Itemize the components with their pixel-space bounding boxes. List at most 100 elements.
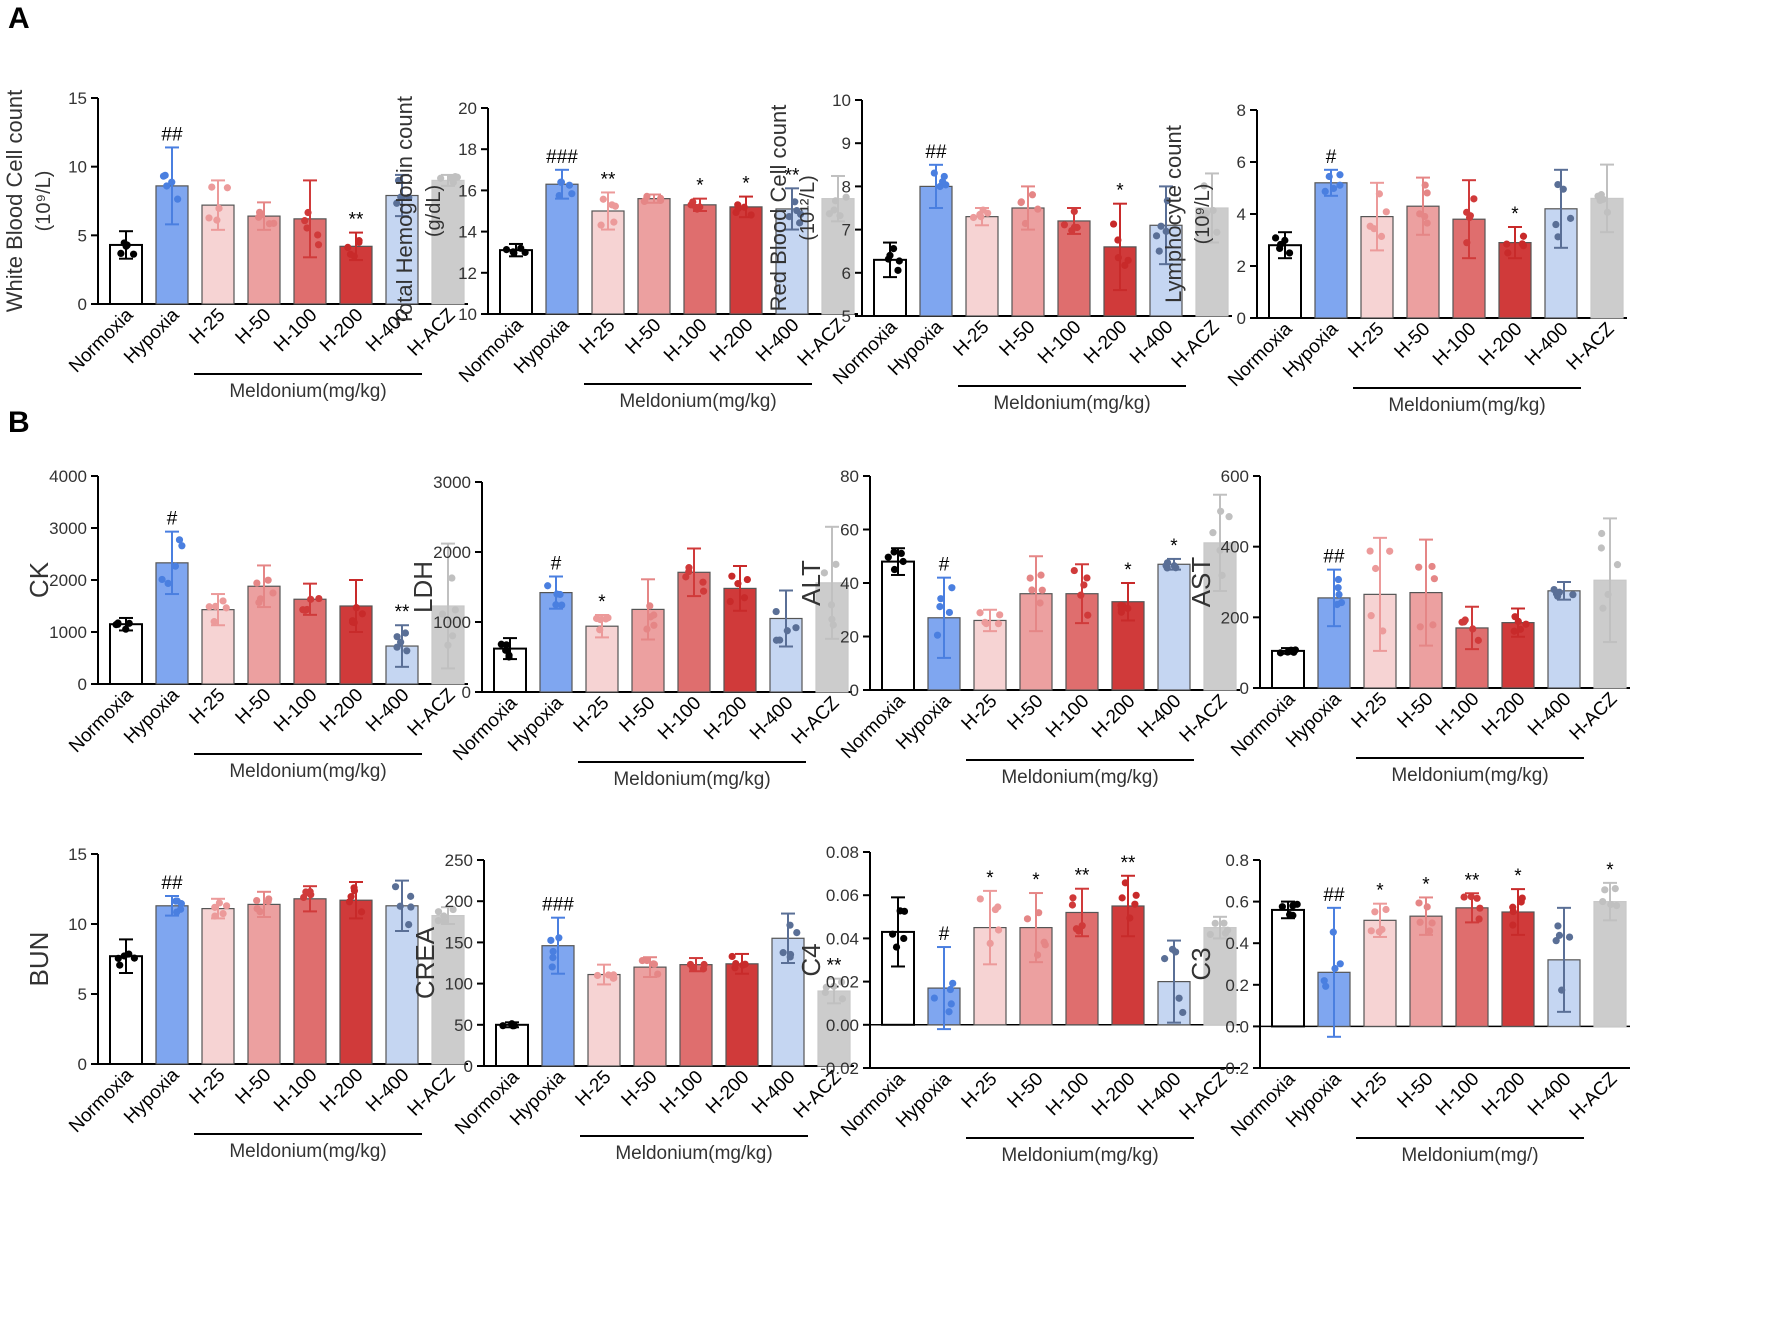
bar-hypoxia	[545, 183, 579, 315]
data-point	[728, 572, 736, 580]
significance-label: #	[167, 509, 178, 530]
x-tick-label: H-25	[1348, 1069, 1392, 1113]
significance-label: *	[742, 174, 750, 195]
data-point	[1509, 921, 1517, 929]
x-tick-label: H-ACZ	[1566, 688, 1622, 744]
x-tick-label: H-100	[1432, 1069, 1483, 1120]
data-point	[1026, 574, 1034, 582]
data-point	[1109, 220, 1118, 228]
data-point	[301, 217, 309, 225]
data-point	[791, 198, 799, 206]
x-tick-label: H-50	[1391, 319, 1435, 363]
data-point	[122, 625, 130, 633]
data-point	[314, 241, 323, 249]
data-point	[256, 595, 265, 603]
y-tick-label: 200	[445, 892, 473, 911]
bar-h-acz	[1593, 900, 1627, 1027]
y-tick-label: 60	[840, 521, 859, 540]
x-tick-label: Normoxia	[1227, 1068, 1300, 1141]
data-point	[890, 548, 898, 556]
x-tick-label: H-200	[316, 1065, 367, 1116]
data-point	[829, 621, 837, 629]
data-point	[1163, 564, 1171, 572]
data-point	[548, 963, 556, 971]
x-tick-label: H-25	[570, 693, 614, 737]
x-tick-label: H-100	[1034, 317, 1085, 368]
x-tick-label: H-100	[270, 1065, 321, 1116]
data-point	[314, 231, 322, 239]
data-point	[352, 604, 360, 612]
y-tick-label: 4	[1237, 205, 1246, 224]
data-point	[175, 536, 184, 544]
data-point	[1224, 926, 1232, 934]
data-point	[894, 266, 902, 274]
data-point	[499, 1022, 507, 1030]
significance-label: **	[1075, 866, 1090, 887]
data-point	[509, 1022, 517, 1030]
data-point	[304, 208, 312, 217]
data-point	[732, 959, 740, 968]
data-point	[1157, 222, 1165, 230]
x-tick-label: H-50	[1394, 1069, 1438, 1113]
y-tick-label: 2000	[433, 543, 471, 562]
data-point	[1276, 649, 1285, 657]
data-point	[1458, 618, 1466, 626]
y-tick-label: 0.0	[1225, 1017, 1249, 1036]
data-point	[1084, 611, 1092, 619]
bar-h-400	[1547, 590, 1581, 689]
data-point	[178, 542, 186, 550]
bar-h-50	[633, 966, 667, 1067]
y-tick-label: 50	[454, 1016, 473, 1035]
data-point	[502, 646, 510, 654]
data-point	[1291, 646, 1300, 654]
data-point	[1028, 586, 1036, 594]
data-point	[397, 193, 405, 201]
data-point	[1155, 247, 1163, 255]
y-tick-label: 0.04	[826, 929, 859, 948]
y-tick-label: 0	[78, 675, 87, 694]
group-label: Meldonium(mg/)	[1401, 1145, 1538, 1166]
significance-label: *	[1032, 870, 1040, 891]
y-tick-label: 0.6	[1225, 893, 1249, 912]
data-point	[350, 618, 358, 627]
significance-label: **	[827, 956, 842, 977]
data-point	[502, 641, 510, 649]
data-point	[1206, 930, 1214, 939]
data-point	[213, 216, 221, 224]
x-tick-label: H-200	[702, 1067, 753, 1118]
significance-label: ###	[542, 895, 574, 916]
data-point	[447, 174, 455, 182]
x-tick-label: H-25	[576, 315, 620, 359]
data-point	[549, 947, 557, 956]
bar-hypoxia	[1314, 182, 1348, 319]
x-tick-label: H-50	[618, 1067, 662, 1111]
data-point	[1554, 233, 1562, 241]
y-tick-label: 0	[78, 295, 87, 314]
data-point	[257, 211, 265, 219]
chart-c4: -0.020.000.020.040.060.08C4Normoxia#Hypo…	[796, 843, 1240, 1166]
significance-label: #	[551, 554, 562, 575]
x-tick-label: H-ACZ	[788, 692, 844, 748]
data-point	[596, 626, 604, 634]
data-point	[315, 594, 323, 603]
bar-h-400	[1149, 224, 1183, 317]
x-tick-label: Normoxia	[455, 314, 528, 387]
bar-h-25	[587, 973, 621, 1067]
data-point	[1213, 228, 1221, 236]
data-point	[1336, 171, 1344, 179]
data-point	[643, 192, 651, 200]
data-point	[1083, 574, 1091, 582]
data-point	[1510, 627, 1518, 635]
data-point	[1613, 902, 1621, 910]
data-point	[597, 221, 605, 229]
data-point	[158, 575, 166, 584]
data-point	[405, 193, 413, 202]
data-point	[1033, 951, 1042, 959]
significance-label: *	[696, 176, 704, 197]
bar-h-25	[1363, 919, 1397, 1028]
x-tick-label: H-50	[1004, 1069, 1048, 1113]
y-tick-label: 14	[458, 223, 477, 242]
data-point	[821, 988, 829, 997]
data-point	[125, 619, 133, 627]
